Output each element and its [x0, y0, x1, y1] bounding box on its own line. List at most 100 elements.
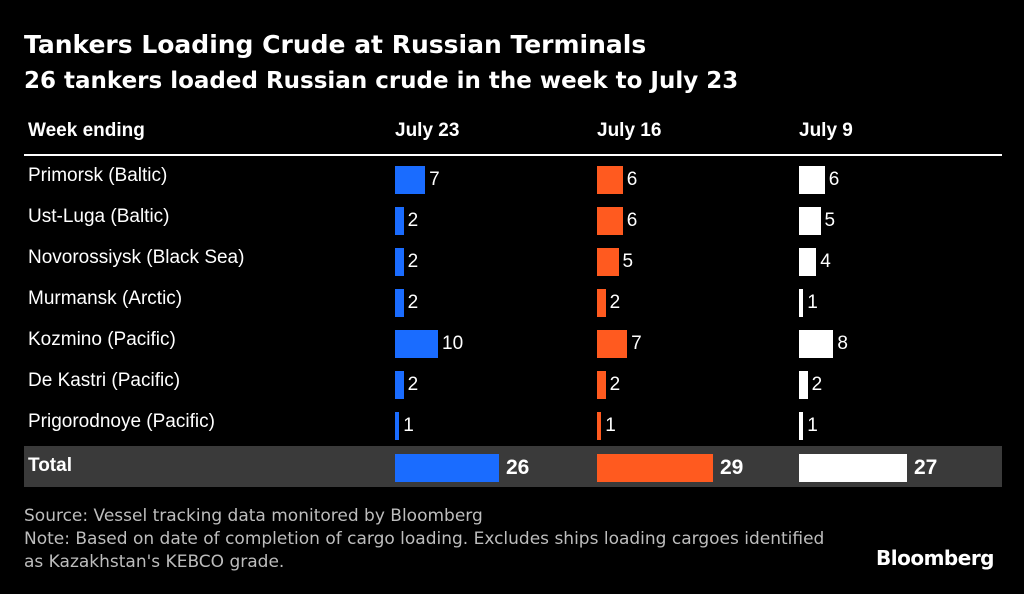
- data-cell: 1: [597, 412, 616, 440]
- data-value-label: 4: [820, 251, 831, 272]
- data-cell: 7: [597, 330, 642, 358]
- data-cell: 1: [799, 289, 818, 317]
- methodology-note: Note: Based on date of completion of car…: [24, 529, 825, 572]
- data-bar: [597, 412, 602, 440]
- terminal-label: Primorsk (Baltic): [28, 165, 168, 186]
- data-bar: [395, 248, 404, 276]
- data-bar: [395, 412, 400, 440]
- data-cell: 1: [395, 412, 414, 440]
- data-cell: 2: [799, 371, 822, 399]
- terminal-label: Ust-Luga (Baltic): [28, 206, 170, 227]
- data-bar: [395, 371, 404, 399]
- data-cell: 2: [395, 371, 418, 399]
- data-cell: 2: [395, 207, 418, 235]
- chart-title: Tankers Loading Crude at Russian Termina…: [24, 30, 647, 59]
- source-note: Source: Vessel tracking data monitored b…: [24, 506, 483, 526]
- table-header-row: Week ending July 23 July 16 July 9: [24, 112, 1002, 156]
- data-cell: 2: [597, 289, 620, 317]
- data-value-label: 6: [828, 169, 840, 190]
- total-bar: [395, 454, 499, 482]
- terminal-label: Prigorodnoye (Pacific): [28, 411, 215, 432]
- data-bar: [799, 248, 817, 276]
- table-row: De Kastri (Pacific) 2 2 2: [24, 361, 1002, 402]
- data-value-label: 1: [403, 415, 414, 436]
- data-value-label: 5: [824, 210, 836, 231]
- data-cell: 2: [395, 289, 418, 317]
- data-value-label: 6: [626, 169, 638, 190]
- data-bar: [799, 412, 804, 440]
- data-bar: [597, 330, 628, 358]
- data-value-label: 2: [609, 292, 621, 313]
- data-bar: [799, 207, 821, 235]
- terminal-label: Murmansk (Arctic): [28, 288, 183, 309]
- data-cell: 5: [597, 248, 633, 276]
- bloomberg-logo: Bloomberg: [876, 546, 994, 570]
- data-bar: [395, 207, 404, 235]
- data-value-label: 2: [609, 374, 621, 395]
- total-value-label: 29: [720, 456, 744, 479]
- data-value-label: 1: [605, 415, 616, 436]
- table-body: Primorsk (Baltic) 7 6 6 Ust-Luga (Baltic) 2 6 5…: [24, 156, 1002, 443]
- total-value-label: 26: [506, 456, 530, 479]
- footer: Source: Vessel tracking data monitored b…: [24, 505, 844, 574]
- data-cell: 6: [799, 166, 839, 194]
- data-bar: [597, 248, 619, 276]
- total-label: Total: [28, 455, 72, 476]
- data-cell: 2: [597, 371, 620, 399]
- table-row: Kozmino (Pacific) 10 7 8: [24, 320, 1002, 361]
- terminal-label: Kozmino (Pacific): [28, 329, 176, 350]
- data-value-label: 2: [407, 251, 419, 272]
- terminal-label: Novorossiysk (Black Sea): [28, 247, 245, 268]
- data-bar: [395, 166, 426, 194]
- table-row: Primorsk (Baltic) 7 6 6: [24, 156, 1002, 197]
- data-bar: [597, 166, 623, 194]
- data-value-label: 2: [811, 374, 823, 395]
- terminal-label: De Kastri (Pacific): [28, 370, 181, 391]
- total-row: Total 26 29 27: [24, 446, 1002, 487]
- data-value-label: 8: [837, 333, 848, 354]
- data-cell: 4: [799, 248, 831, 276]
- data-value-label: 5: [622, 251, 634, 272]
- data-bar: [395, 289, 404, 317]
- data-cell: 5: [799, 207, 835, 235]
- data-value-label: 6: [626, 210, 638, 231]
- column-header-july-9: July 9: [799, 120, 853, 141]
- data-bar: [597, 289, 606, 317]
- data-table: Week ending July 23 July 16 July 9 Primo…: [24, 112, 1002, 487]
- data-bar: [799, 289, 804, 317]
- data-cell: 8: [799, 330, 848, 358]
- data-cell: 6: [597, 166, 637, 194]
- total-bar: [799, 454, 907, 482]
- data-value-label: 7: [429, 169, 440, 190]
- data-cell: 1: [799, 412, 818, 440]
- table-row: Novorossiysk (Black Sea) 2 5 4: [24, 238, 1002, 279]
- data-value-label: 2: [407, 292, 419, 313]
- row-header-label: Week ending: [28, 120, 145, 141]
- total-cell: 27: [799, 454, 937, 482]
- data-value-label: 2: [407, 210, 419, 231]
- data-bar: [395, 330, 438, 358]
- data-value-label: 1: [807, 292, 818, 313]
- data-value-label: 2: [407, 374, 419, 395]
- data-cell: 2: [395, 248, 418, 276]
- data-value-label: 7: [631, 333, 642, 354]
- table-row: Prigorodnoye (Pacific) 1 1 1: [24, 402, 1002, 443]
- chart-subtitle: 26 tankers loaded Russian crude in the w…: [24, 68, 739, 94]
- data-bar: [799, 330, 834, 358]
- data-bar: [799, 371, 808, 399]
- column-header-july-23: July 23: [395, 120, 460, 141]
- data-bar: [597, 371, 606, 399]
- data-value-label: 1: [807, 415, 818, 436]
- total-value-label: 27: [914, 456, 938, 479]
- table-row: Murmansk (Arctic) 2 2 1: [24, 279, 1002, 320]
- total-bar: [597, 454, 713, 482]
- data-cell: 7: [395, 166, 440, 194]
- data-value-label: 10: [442, 333, 464, 354]
- total-cell: 29: [597, 454, 743, 482]
- data-bar: [597, 207, 623, 235]
- table-row: Ust-Luga (Baltic) 2 6 5: [24, 197, 1002, 238]
- data-cell: 6: [597, 207, 637, 235]
- data-cell: 10: [395, 330, 463, 358]
- total-cell: 26: [395, 454, 529, 482]
- column-header-july-16: July 16: [597, 120, 662, 141]
